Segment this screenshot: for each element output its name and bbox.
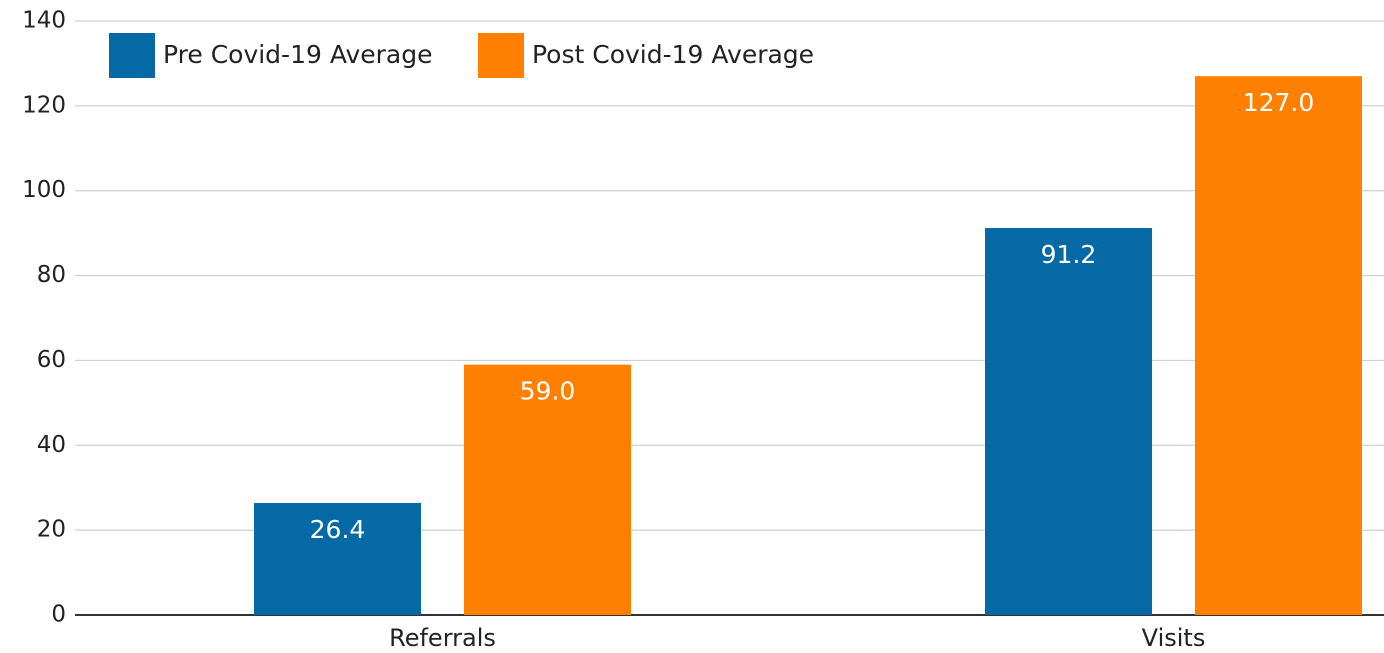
legend-label: Post Covid-19 Average [532, 40, 814, 69]
value-label: 26.4 [310, 515, 366, 544]
y-tick-label: 20 [37, 517, 66, 543]
y-tick-label: 120 [22, 92, 66, 118]
bar [464, 364, 631, 615]
y-tick-label: 60 [37, 347, 66, 373]
legend-label: Pre Covid-19 Average [163, 40, 433, 69]
bar [1195, 76, 1362, 615]
x-tick-label: Referrals [389, 624, 496, 652]
y-tick-label: 40 [37, 432, 66, 458]
value-label: 59.0 [520, 377, 576, 406]
legend-swatch [109, 33, 155, 78]
value-label: 127.0 [1243, 88, 1315, 117]
y-tick-label: 100 [22, 177, 66, 203]
y-tick-label: 0 [51, 602, 66, 628]
bar [985, 228, 1152, 615]
bar [254, 502, 421, 615]
x-tick-label: Visits [1142, 624, 1206, 652]
value-label: 91.2 [1041, 240, 1097, 269]
y-tick-label: 140 [22, 8, 66, 34]
legend-swatch [478, 33, 524, 78]
y-tick-label: 80 [37, 262, 66, 288]
